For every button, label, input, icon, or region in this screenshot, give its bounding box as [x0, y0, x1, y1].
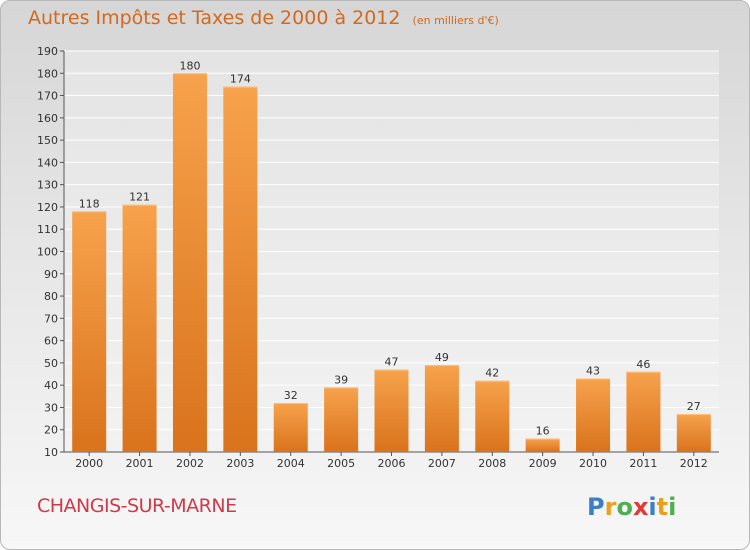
data-label: 42	[485, 367, 499, 380]
data-label: 47	[385, 356, 399, 369]
title-text: Autres Impôts et Taxes de 2000 à 2012	[28, 7, 401, 29]
bar	[122, 204, 157, 452]
y-tick-label: 10	[44, 446, 58, 459]
bar	[324, 387, 359, 452]
chart-title: Autres Impôts et Taxes de 2000 à 2012 (e…	[28, 7, 499, 29]
data-label: 180	[179, 59, 200, 72]
y-tick-label: 90	[44, 268, 58, 281]
proxiti-logo-mark: Proxiti	[587, 493, 676, 521]
chart-subtitle: (en milliers d'€)	[412, 14, 499, 27]
bar	[576, 378, 611, 452]
x-tick-label: 2009	[529, 457, 557, 470]
x-tick-label: 2007	[428, 457, 456, 470]
x-tick-label: 2000	[75, 457, 103, 470]
data-label: 118	[79, 197, 100, 210]
y-tick-label: 150	[37, 134, 58, 147]
data-label: 174	[230, 73, 251, 86]
bar	[475, 380, 510, 452]
data-label: 27	[687, 400, 701, 413]
y-tick-label: 130	[37, 179, 58, 192]
x-tick-label: 2001	[126, 457, 154, 470]
bar	[72, 211, 107, 452]
y-tick-label: 20	[44, 424, 58, 437]
y-tick-label: 140	[37, 156, 58, 169]
bar	[676, 414, 711, 452]
bar	[626, 371, 661, 452]
x-tick-label: 2006	[378, 457, 406, 470]
town-name: CHANGIS-SUR-MARNE	[37, 495, 237, 517]
y-tick-label: 40	[44, 379, 58, 392]
bar	[525, 438, 560, 452]
data-label: 32	[284, 389, 298, 402]
y-tick-label: 110	[37, 223, 58, 236]
x-tick-label: 2004	[277, 457, 305, 470]
y-tick-label: 60	[44, 335, 58, 348]
svg-text:Proxiti: Proxiti	[587, 493, 676, 521]
bar	[424, 365, 459, 452]
x-tick-label: 2011	[629, 457, 657, 470]
data-label: 49	[435, 351, 449, 364]
x-tick-label: 2008	[478, 457, 506, 470]
y-tick-label: 180	[37, 67, 58, 80]
x-tick-label: 2002	[176, 457, 204, 470]
data-label: 121	[129, 191, 150, 204]
y-tick-label: 30	[44, 401, 58, 414]
data-label: 39	[334, 373, 348, 386]
bar	[172, 73, 207, 453]
bar	[273, 402, 308, 452]
y-tick-label: 80	[44, 290, 58, 303]
x-tick-label: 2005	[327, 457, 355, 470]
x-tick-label: 2010	[579, 457, 607, 470]
data-label: 43	[586, 364, 600, 377]
y-tick-label: 190	[37, 45, 58, 58]
y-tick-label: 100	[37, 246, 58, 259]
y-tick-label: 50	[44, 357, 58, 370]
y-tick-label: 160	[37, 112, 58, 125]
x-tick-label: 2012	[680, 457, 708, 470]
data-label: 46	[636, 358, 650, 371]
y-tick-label: 70	[44, 312, 58, 325]
x-tick-label: 2003	[226, 457, 254, 470]
bar	[223, 86, 258, 453]
bar	[374, 369, 409, 452]
y-tick-label: 170	[37, 90, 58, 103]
y-tick-label: 120	[37, 201, 58, 214]
data-label: 16	[536, 425, 550, 438]
